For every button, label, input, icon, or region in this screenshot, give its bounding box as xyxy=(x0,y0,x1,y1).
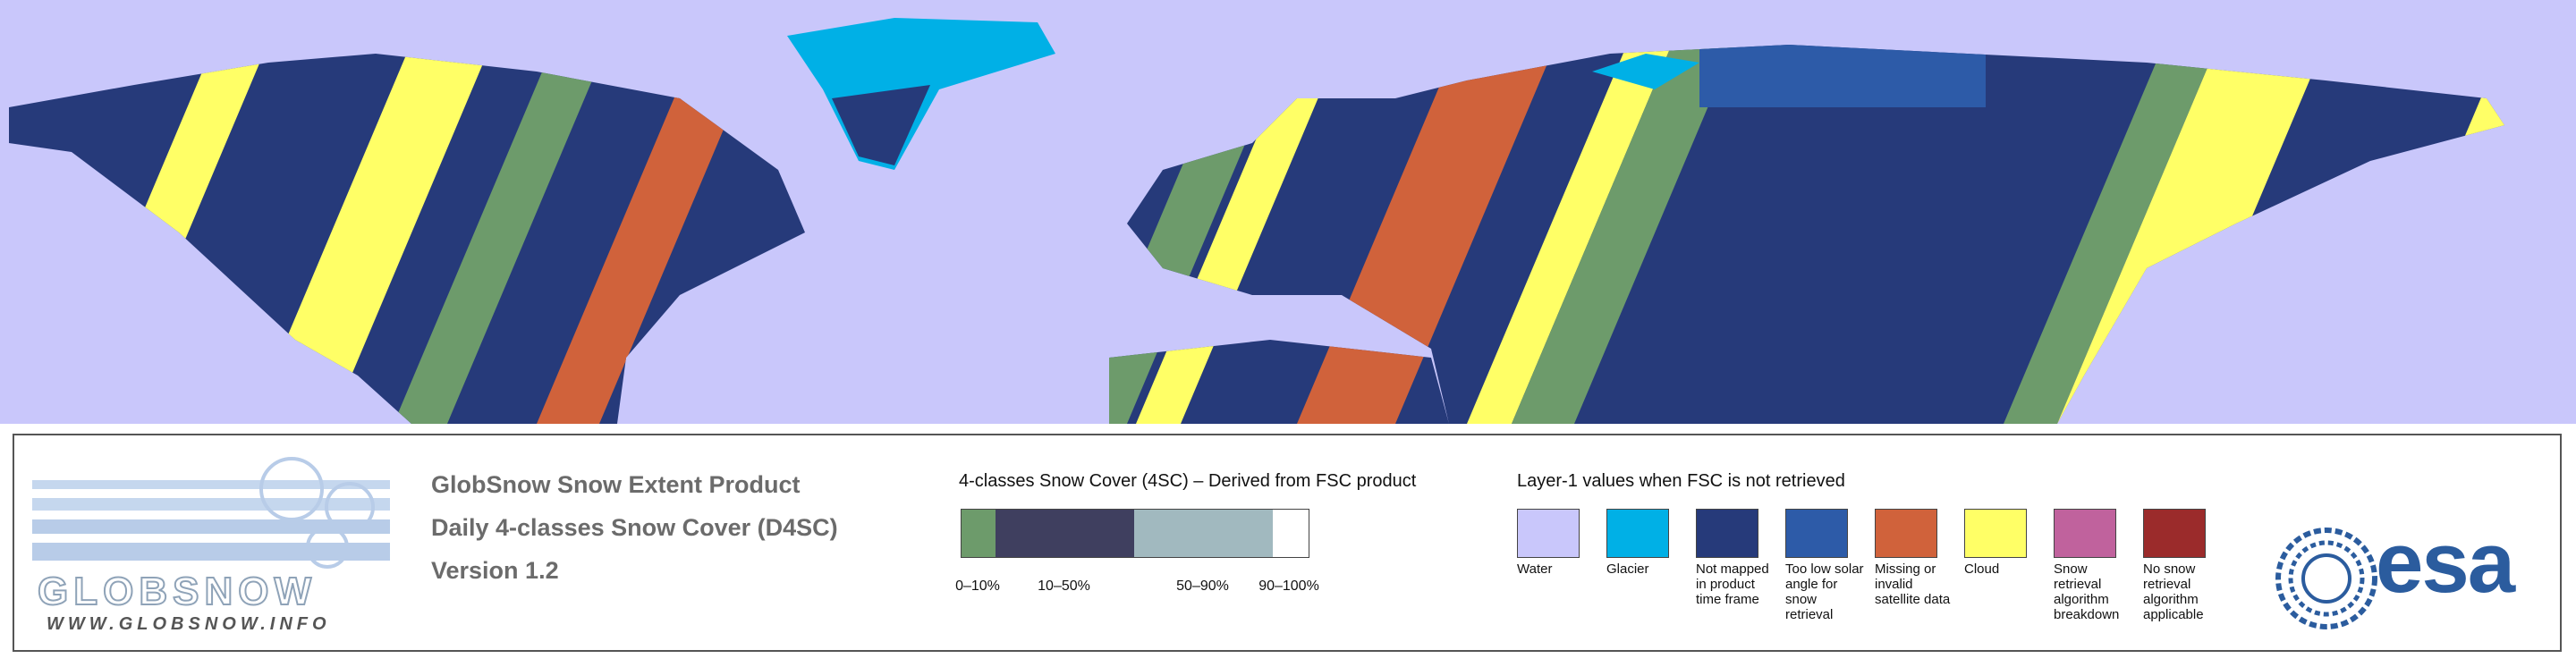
logo-graphic xyxy=(32,457,390,569)
svalbard xyxy=(1592,54,1699,89)
class-label: 50–90% xyxy=(1176,578,1229,594)
class-label: 0–10% xyxy=(955,578,1000,594)
layer1-item: Cloud xyxy=(1964,509,2050,577)
layer1-item: No snow retrieval algorithm applicable xyxy=(2143,509,2229,622)
esa-logo: esa xyxy=(2376,515,2515,611)
layer1-title: Layer-1 values when FSC is not retrieved xyxy=(1517,471,1845,491)
class-label: 10–50% xyxy=(1038,578,1090,594)
greenland-unmapped xyxy=(832,85,930,165)
class-swatch xyxy=(1134,510,1273,557)
layer1-label: Cloud xyxy=(1964,561,2000,577)
layer1-item: Snow retrieval algorithm breakdown xyxy=(2054,509,2140,622)
layer1-swatch xyxy=(1875,509,1937,558)
layer1-swatch xyxy=(2143,509,2206,558)
layer1-swatch xyxy=(1785,509,1848,558)
logo-name: GLOBSNOW xyxy=(37,569,317,614)
layer1-label: Snow retrieval algorithm breakdown xyxy=(2054,561,2120,622)
layer1-swatch xyxy=(1517,509,1580,558)
product-line: Daily 4-classes Snow Cover (D4SC) xyxy=(431,514,838,541)
layer1-item: Not mapped in product time frame xyxy=(1696,509,1782,607)
layer1-swatch xyxy=(2054,509,2116,558)
legend: GLOBSNOW WWW.GLOBSNOW.INFO GlobSnow Snow… xyxy=(13,434,2562,652)
snow-band xyxy=(2004,45,2236,424)
layer1-item: Too low solar angle for snow retrieval xyxy=(1785,509,1871,622)
low-sun-area xyxy=(1699,45,1986,107)
cloud-band xyxy=(250,45,510,424)
layer1-swatch xyxy=(1696,509,1758,558)
layer1-swatch xyxy=(1606,509,1669,558)
snow-map xyxy=(0,0,2576,424)
snow-band xyxy=(394,45,626,424)
cloud-band xyxy=(1467,45,1690,424)
product-line: GlobSnow Snow Extent Product xyxy=(431,471,801,498)
class-swatch xyxy=(962,510,996,557)
layer1-item: Water xyxy=(1517,509,1603,577)
class-swatch xyxy=(1273,510,1307,557)
layer1-label: No snow retrieval algorithm applicable xyxy=(2143,561,2204,622)
class-bar xyxy=(961,509,1309,558)
layer1-swatch xyxy=(1964,509,2027,558)
layer1-item: Missing or invalid satellite data xyxy=(1875,509,1961,607)
layer1-label: Water xyxy=(1517,561,1553,577)
layer1-label: Glacier xyxy=(1606,561,1649,577)
product-line: Version 1.2 xyxy=(431,557,559,584)
layer1-label: Not mapped in product time frame xyxy=(1696,561,1769,607)
class-swatch xyxy=(996,510,1134,557)
snow-band xyxy=(1512,45,1753,424)
layer1-label: Too low solar angle for snow retrieval xyxy=(1785,561,1864,622)
logo-url: WWW.GLOBSNOW.INFO xyxy=(47,614,331,634)
layer1-item: Glacier xyxy=(1606,509,1692,577)
class-label: 90–100% xyxy=(1258,578,1319,594)
layer1-label: Missing or invalid satellite data xyxy=(1875,561,1951,607)
esa-swirl xyxy=(2275,528,2377,629)
snow-classes-title: 4-classes Snow Cover (4SC) – Derived fro… xyxy=(959,471,1417,491)
